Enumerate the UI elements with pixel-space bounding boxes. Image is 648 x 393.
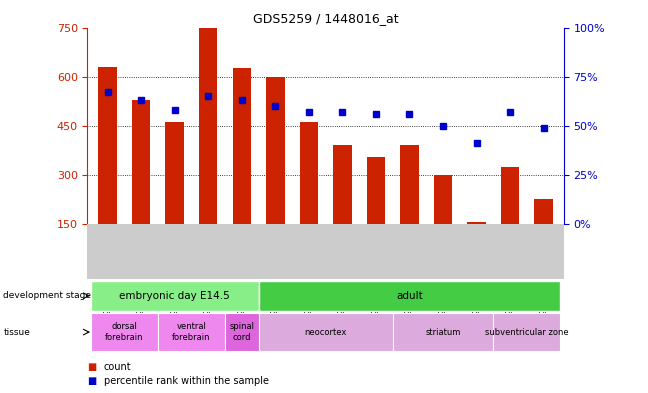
Bar <box>199 28 218 224</box>
Text: percentile rank within the sample: percentile rank within the sample <box>104 376 269 386</box>
Bar <box>467 222 486 224</box>
Text: striatum: striatum <box>425 328 461 336</box>
Bar <box>493 313 561 351</box>
Bar <box>225 313 259 351</box>
Text: spinal
cord: spinal cord <box>229 322 254 342</box>
Bar <box>393 313 493 351</box>
Text: subventricular zone: subventricular zone <box>485 328 569 336</box>
Bar <box>501 167 519 224</box>
Text: ventral
forebrain: ventral forebrain <box>172 322 211 342</box>
Bar <box>434 175 452 224</box>
Text: ■: ■ <box>87 362 97 373</box>
Bar <box>158 313 225 351</box>
Bar <box>132 99 150 224</box>
Bar <box>91 313 158 351</box>
Bar <box>266 77 284 224</box>
Bar <box>333 145 352 224</box>
Bar <box>367 157 385 224</box>
Bar <box>91 281 259 311</box>
Text: tissue: tissue <box>3 328 30 336</box>
Bar <box>165 123 184 224</box>
Text: neocortex: neocortex <box>305 328 347 336</box>
Text: adult: adult <box>396 291 423 301</box>
Title: GDS5259 / 1448016_at: GDS5259 / 1448016_at <box>253 12 399 25</box>
Text: dorsal
forebrain: dorsal forebrain <box>105 322 144 342</box>
Text: embryonic day E14.5: embryonic day E14.5 <box>119 291 230 301</box>
Text: ■: ■ <box>87 376 97 386</box>
Bar <box>98 67 117 224</box>
Bar <box>400 145 419 224</box>
Bar <box>299 123 318 224</box>
Bar <box>259 313 393 351</box>
Text: development stage: development stage <box>3 291 91 300</box>
Text: count: count <box>104 362 132 373</box>
Bar <box>535 199 553 224</box>
Bar <box>233 68 251 224</box>
Bar <box>259 281 561 311</box>
